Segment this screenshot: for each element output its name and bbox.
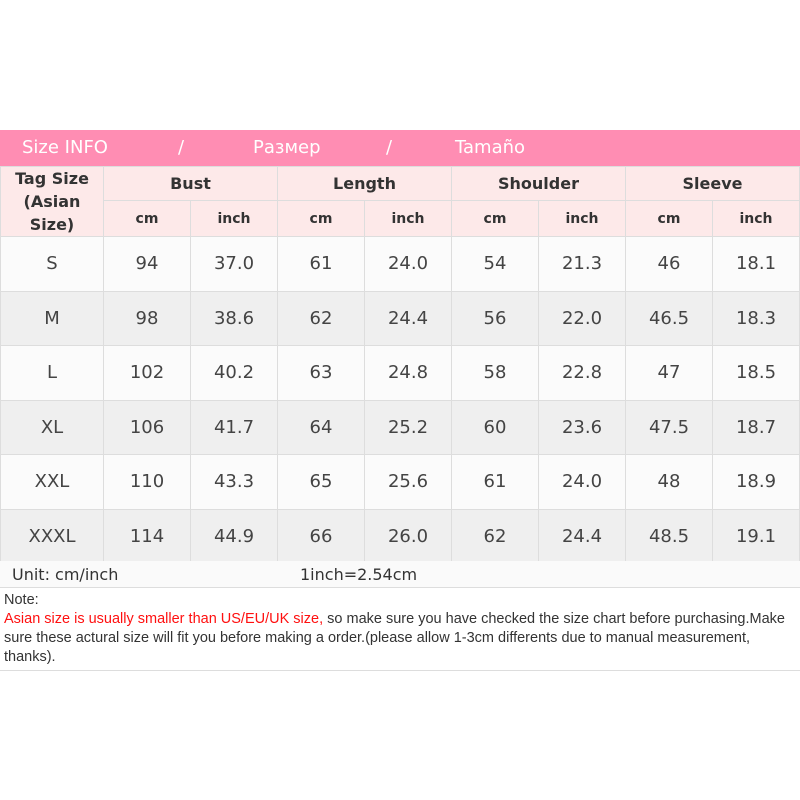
table-cell: 24.0 [364, 236, 452, 292]
size-label: XL [0, 399, 104, 455]
table-cell: 41.7 [190, 399, 278, 455]
table-cell: 43.3 [190, 454, 278, 510]
size-table: Tag Size (Asian Size) Bust Length Shoulde… [0, 165, 800, 564]
table-cell: 25.6 [364, 454, 452, 510]
table-cell: 47 [625, 345, 713, 401]
table-cell: 18.7 [712, 399, 800, 455]
table-cell: 65 [277, 454, 365, 510]
table-cell: 24.0 [538, 454, 626, 510]
title-ru: Размер [253, 137, 321, 158]
table-cell: 58 [451, 345, 539, 401]
table-cell: 106 [103, 399, 191, 455]
table-cell: 56 [451, 290, 539, 346]
table-cell: 18.5 [712, 345, 800, 401]
table-cell: 110 [103, 454, 191, 510]
group-header: Sleeve [625, 165, 800, 202]
unit-header: inch [190, 200, 278, 237]
table-row: XXXL 114 44.9 66 26.0 62 24.4 48.5 19.1 [0, 508, 800, 564]
table-cell: 44.9 [190, 508, 278, 564]
table-cell: 48.5 [625, 508, 713, 564]
table-row: S 94 37.0 61 24.0 54 21.3 46 18.1 [0, 236, 800, 292]
table-cell: 64 [277, 399, 365, 455]
table-cell: 102 [103, 345, 191, 401]
table-cell: 19.1 [712, 508, 800, 564]
unit-row: Unit: cm/inch 1inch=2.54cm [0, 561, 800, 588]
table-cell: 61 [277, 236, 365, 292]
table-cell: 46.5 [625, 290, 713, 346]
table-cell: 48 [625, 454, 713, 510]
table-cell: 18.9 [712, 454, 800, 510]
unit-header: inch [538, 200, 626, 237]
size-label: XXXL [0, 508, 104, 564]
table-cell: 47.5 [625, 399, 713, 455]
size-label: L [0, 345, 104, 401]
unit-header: cm [277, 200, 365, 237]
table-cell: 21.3 [538, 236, 626, 292]
table-row: XXL 110 43.3 65 25.6 61 24.0 48 18.9 [0, 454, 800, 510]
table-cell: 114 [103, 508, 191, 564]
table-cell: 18.3 [712, 290, 800, 346]
table-cell: 63 [277, 345, 365, 401]
group-header: Length [277, 165, 452, 202]
separator: / [386, 137, 393, 158]
size-label: XXL [0, 454, 104, 510]
table-cell: 62 [277, 290, 365, 346]
unit-header: inch [364, 200, 452, 237]
table-row: XL 106 41.7 64 25.2 60 23.6 47.5 18.7 [0, 399, 800, 455]
table-cell: 23.6 [538, 399, 626, 455]
size-label: M [0, 290, 104, 346]
title-banner: Size INFO / Размер / Tamaño [0, 130, 800, 166]
table-cell: 38.6 [190, 290, 278, 346]
table-cell: 60 [451, 399, 539, 455]
table-cell: 24.8 [364, 345, 452, 401]
table-cell: 25.2 [364, 399, 452, 455]
note-title: Note: [4, 592, 39, 608]
table-cell: 66 [277, 508, 365, 564]
note-text: so make sure you have checked the size c… [4, 611, 785, 665]
table-row: M 98 38.6 62 24.4 56 22.0 46.5 18.3 [0, 290, 800, 346]
table-cell: 61 [451, 454, 539, 510]
unit-label: Unit: cm/inch [12, 565, 119, 584]
separator: / [178, 137, 185, 158]
table-cell: 37.0 [190, 236, 278, 292]
note-warning: Asian size is usually smaller than US/EU… [4, 611, 324, 627]
group-header: Bust [103, 165, 278, 202]
conversion-label: 1inch=2.54cm [300, 565, 418, 584]
table-cell: 22.8 [538, 345, 626, 401]
table-row: L 102 40.2 63 24.8 58 22.8 47 18.5 [0, 345, 800, 401]
table-cell: 24.4 [538, 508, 626, 564]
table-cell: 24.4 [364, 290, 452, 346]
title-en: Size INFO [22, 137, 108, 158]
table-cell: 40.2 [190, 345, 278, 401]
unit-header: cm [451, 200, 539, 237]
table-cell: 26.0 [364, 508, 452, 564]
table-cell: 54 [451, 236, 539, 292]
unit-header: inch [712, 200, 800, 237]
size-label: S [0, 236, 104, 292]
tag-size-header: Tag Size (Asian Size) [0, 166, 104, 237]
group-header: Shoulder [451, 165, 626, 202]
table-cell: 94 [103, 236, 191, 292]
table-cell: 62 [451, 508, 539, 564]
note: Note: Asian size is usually smaller than… [0, 589, 800, 671]
unit-header: cm [625, 200, 713, 237]
title-es: Tamaño [455, 137, 526, 158]
unit-header: cm [103, 200, 191, 237]
table-cell: 98 [103, 290, 191, 346]
table-cell: 22.0 [538, 290, 626, 346]
table-cell: 18.1 [712, 236, 800, 292]
table-cell: 46 [625, 236, 713, 292]
